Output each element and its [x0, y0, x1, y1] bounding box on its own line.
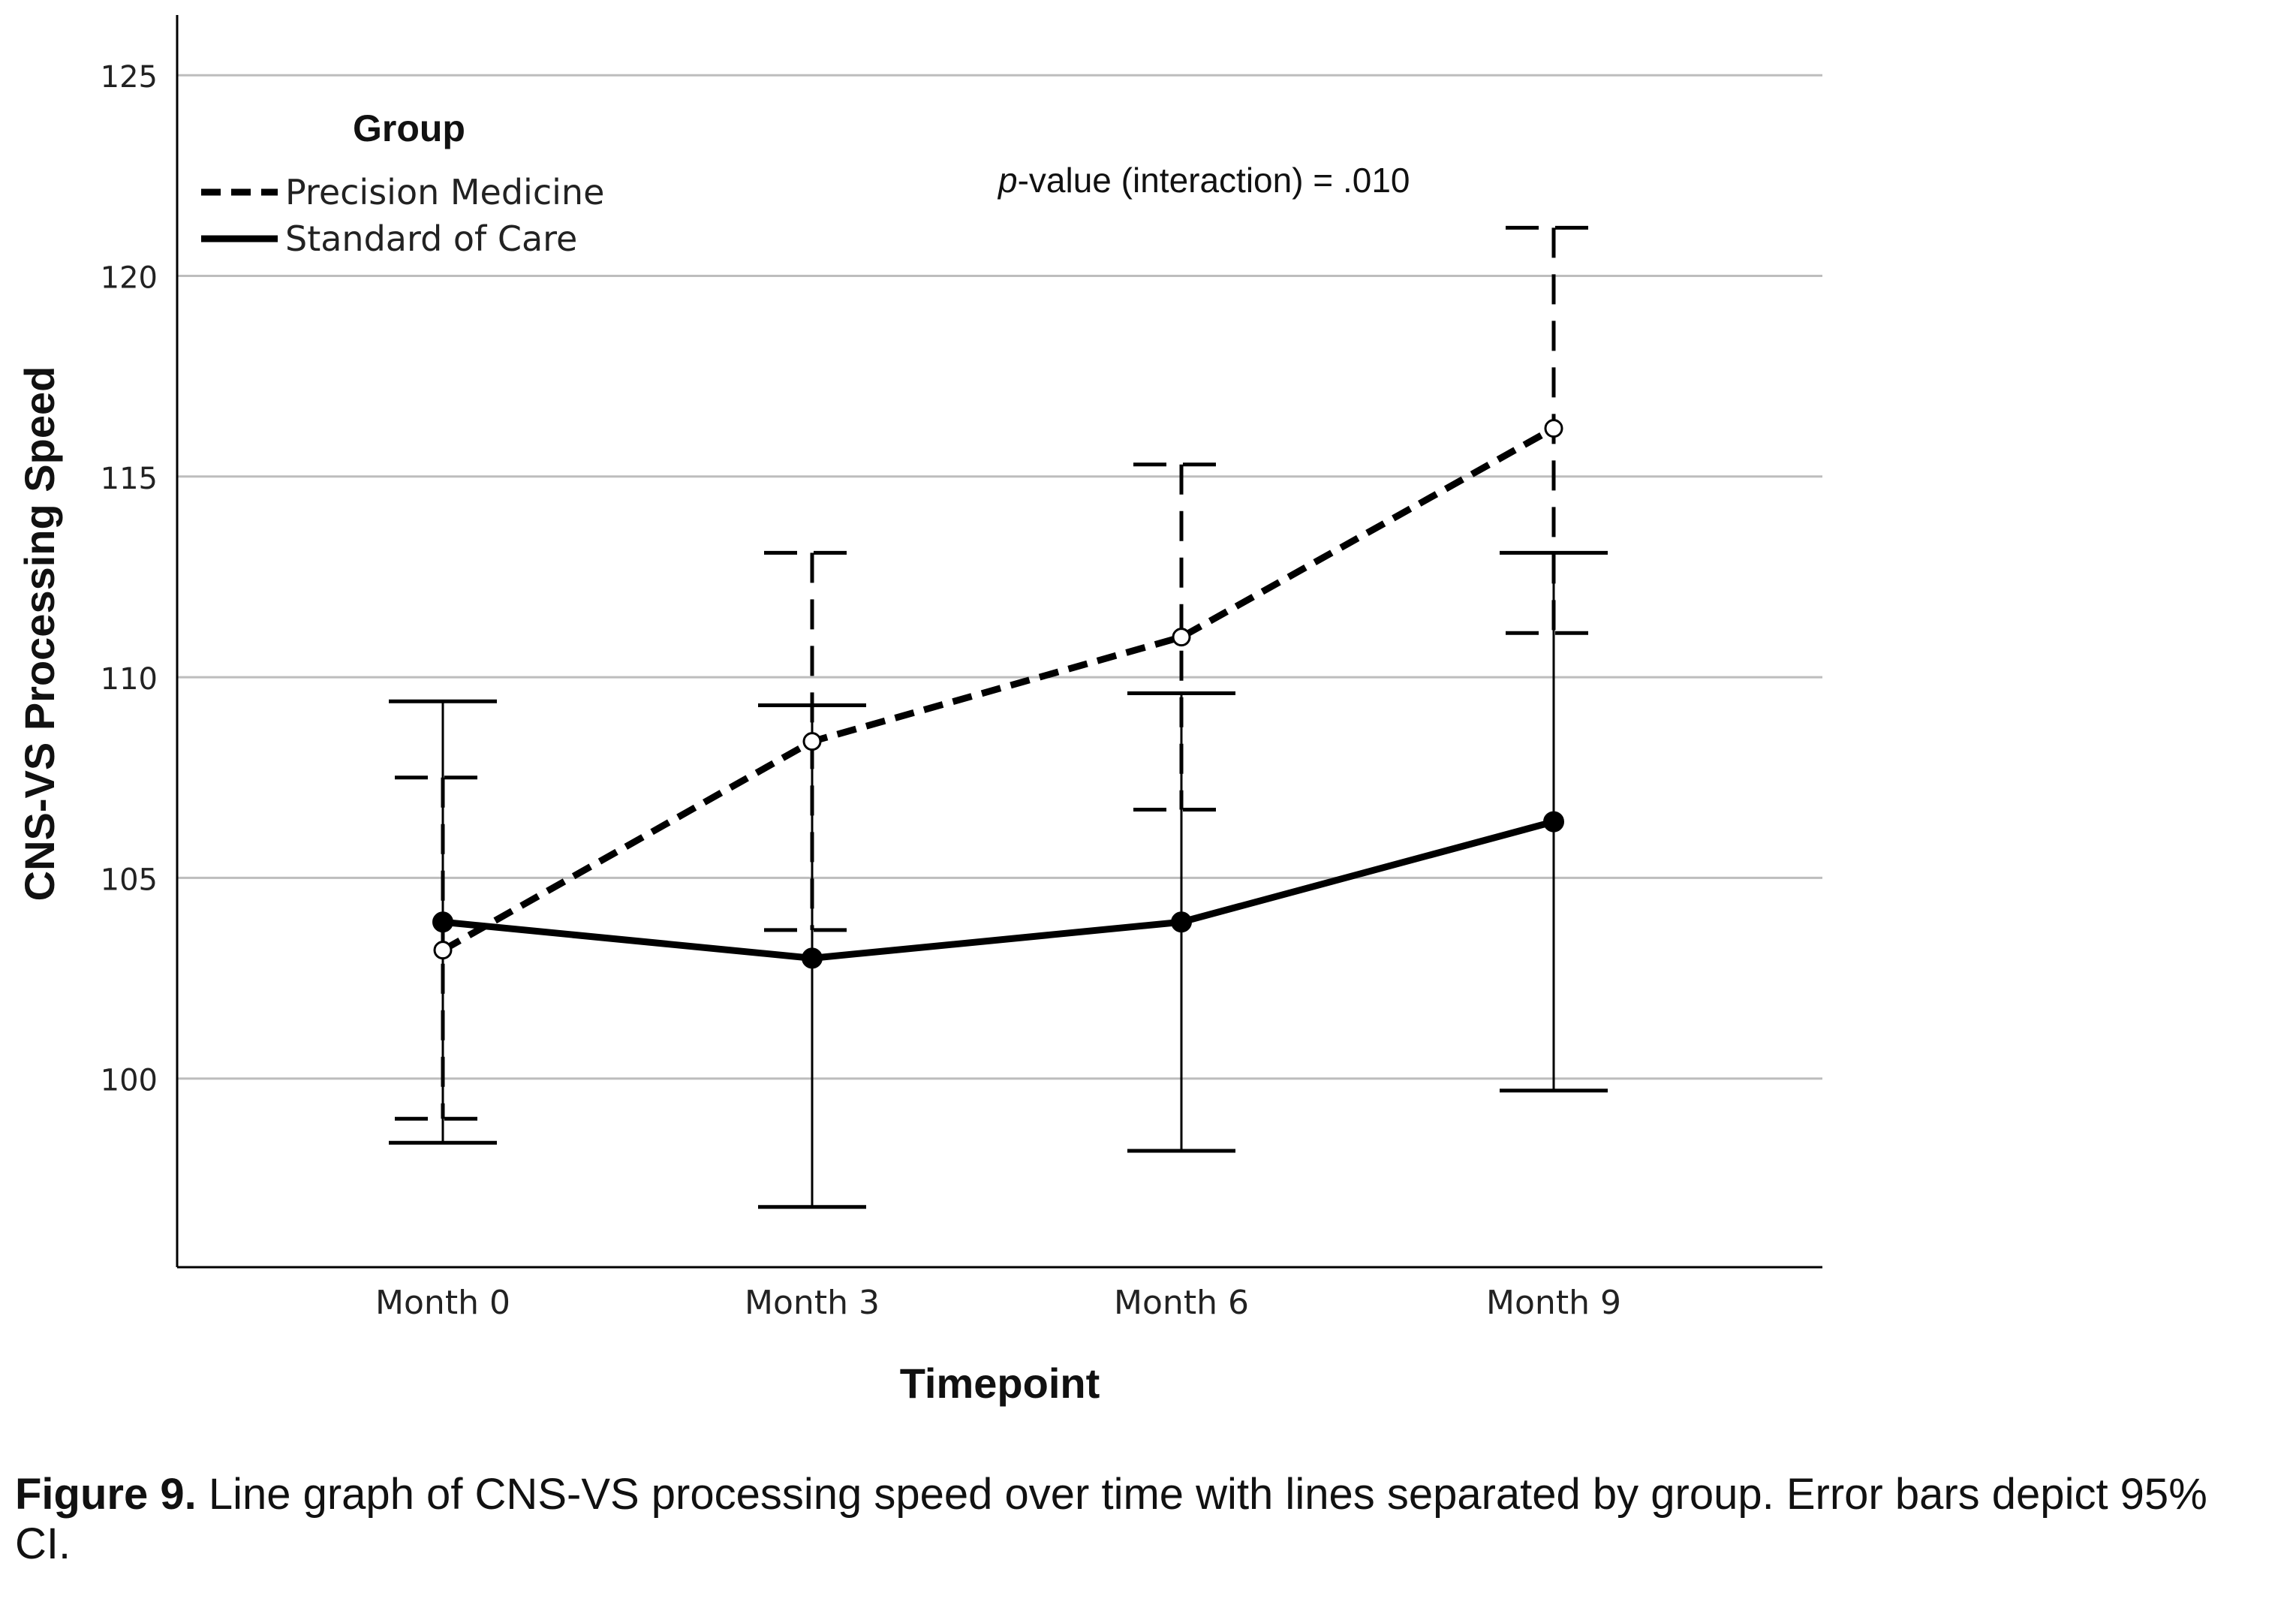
point-standard-of-care-1: [802, 947, 823, 969]
point-precision-medicine-0: [433, 941, 453, 960]
legend: Group Precision Medicine Standard of Car…: [201, 107, 604, 259]
x-tick-label-month-0: Month 0: [375, 1284, 510, 1322]
point-standard-of-care-2: [1171, 911, 1192, 933]
x-axis-label: Timepoint: [900, 1360, 1100, 1407]
legend-label-standard-of-care: Standard of Care: [285, 218, 577, 259]
axes: [176, 15, 1822, 1269]
y-tick-label-105: 105: [101, 863, 158, 897]
series-lines: [441, 425, 1556, 962]
y-tick-label-100: 100: [101, 1064, 158, 1098]
caption-text: Line graph of CNS-VS processing speed ov…: [15, 1470, 2207, 1568]
y-tick-labels: 100 105 110 115 120 125: [101, 60, 158, 1098]
error-bars: [389, 225, 1608, 1209]
y-tick-label-110: 110: [101, 662, 158, 697]
y-tick-label-120: 120: [101, 261, 158, 296]
x-tick-labels: Month 0 Month 3 Month 6 Month 9: [375, 1284, 1621, 1322]
gridlines: [177, 74, 1822, 1080]
x-tick-label-month-9: Month 9: [1486, 1284, 1621, 1322]
series-markers: [432, 419, 1564, 969]
y-axis-label: CNS-VS Processing Speed: [16, 366, 63, 902]
y-tick-label-125: 125: [101, 60, 158, 95]
y-tick-label-115: 115: [101, 462, 158, 496]
x-tick-label-month-6: Month 6: [1114, 1284, 1249, 1322]
series-line-precision-medicine: [441, 425, 1556, 953]
point-precision-medicine-3: [1544, 419, 1563, 438]
point-precision-medicine-2: [1172, 628, 1191, 647]
x-tick-label-month-3: Month 3: [745, 1284, 880, 1322]
figure-caption: Figure 9. Line graph of CNS-VS processin…: [15, 1470, 2274, 1569]
interaction-annotation: p-value (interaction) = .010: [997, 161, 1410, 200]
series-line-standard-of-care: [442, 818, 1555, 962]
legend-title: Group: [353, 107, 465, 149]
point-standard-of-care-3: [1543, 811, 1564, 833]
chart: 100 105 110 115 120 125 Month 0 Month 3 Month 6…: [16, 15, 1822, 1407]
legend-label-precision-medicine: Precision Medicine: [285, 172, 604, 212]
point-precision-medicine-1: [802, 732, 822, 751]
point-standard-of-care-0: [432, 911, 453, 933]
caption-label: Figure 9.: [15, 1470, 197, 1519]
